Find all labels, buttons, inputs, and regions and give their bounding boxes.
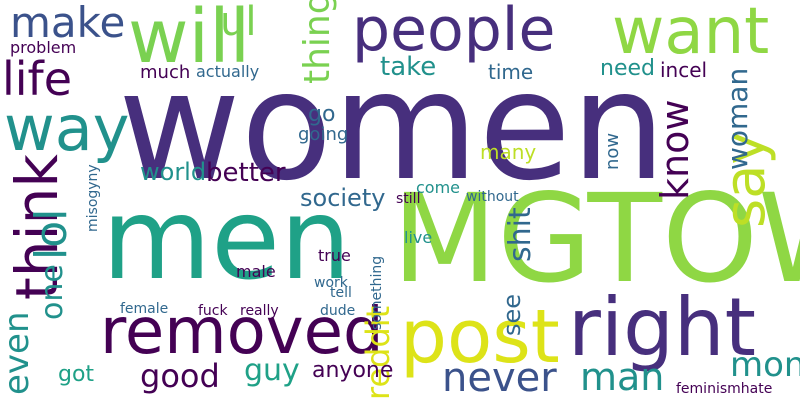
word-reddit: never — [442, 355, 557, 400]
word-much: much — [140, 62, 191, 83]
word-dude: dude — [320, 303, 356, 319]
word-still: still — [396, 191, 421, 207]
word-men: men — [102, 175, 351, 305]
word-live: live — [404, 228, 433, 247]
word-ul: ul — [220, 0, 257, 45]
word-people: people — [352, 0, 556, 65]
word-post: post — [400, 294, 560, 380]
word-misogyny: misogyny — [85, 164, 101, 232]
word-take: take — [380, 52, 437, 82]
word-lol: one — [35, 264, 70, 320]
word-way: way — [4, 92, 130, 165]
word-society: society — [300, 184, 386, 212]
word-will: will — [128, 0, 251, 80]
word-female: female — [120, 301, 169, 317]
word-problem: problem — [10, 38, 77, 57]
word-going: going — [298, 124, 349, 145]
word-say: thing — [297, 0, 338, 84]
word-got: got — [58, 362, 95, 387]
word-go: go — [308, 102, 336, 127]
word-mgtow: MGTOW — [392, 168, 800, 310]
word-man: guy — [244, 353, 300, 388]
word-really: really — [240, 303, 279, 319]
word-one: lol — [26, 208, 77, 260]
word-want: want — [612, 0, 770, 69]
word-many: many — [480, 140, 537, 164]
word-even: even — [0, 311, 37, 395]
word-removed: removed — [100, 295, 384, 369]
word-world: world — [140, 158, 207, 186]
word-see: money — [730, 345, 800, 385]
word-never: good — [140, 357, 220, 395]
word-male: male — [236, 262, 276, 281]
word-money: anyone — [312, 358, 394, 383]
word-feminismhate: feminismhate — [676, 381, 773, 397]
word-thing: make — [10, 0, 126, 47]
word-actually: actually — [196, 62, 260, 81]
word-woman: woman — [721, 67, 754, 170]
word-women: women — [118, 40, 666, 214]
word-time: time — [488, 60, 534, 84]
word-something: something — [369, 255, 385, 330]
word-without: without — [466, 189, 519, 205]
word-right: right — [568, 281, 756, 374]
word-anyone: see — [498, 293, 526, 336]
word-work: work — [314, 275, 348, 291]
word-tell: tell — [330, 285, 352, 301]
word-life: life — [2, 52, 73, 106]
word-need: need — [600, 56, 655, 81]
word-now: now — [602, 132, 623, 170]
word-fuck: fuck — [198, 303, 228, 319]
word-incel: incel — [660, 58, 708, 82]
word-true: true — [318, 246, 351, 265]
word-better: better — [206, 158, 286, 188]
word-shit: man — [580, 355, 665, 399]
word-guy: shit — [503, 207, 538, 262]
word-know: know — [653, 99, 697, 200]
word-come: come — [416, 178, 461, 197]
